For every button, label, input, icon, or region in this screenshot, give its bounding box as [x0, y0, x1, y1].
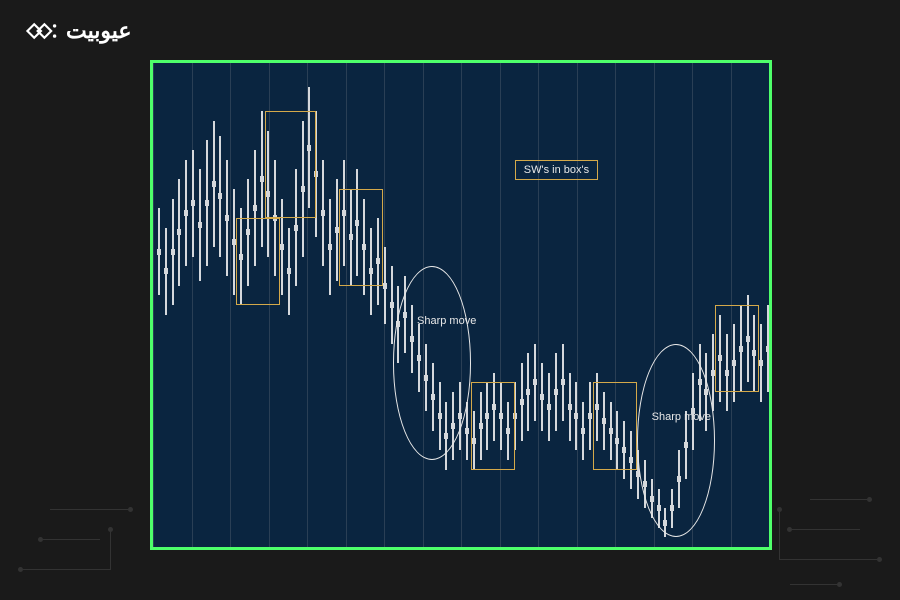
gridline [577, 63, 578, 547]
candle-body [225, 215, 229, 221]
sw-box [471, 382, 515, 469]
candle-body [328, 244, 332, 250]
candle-body [759, 360, 763, 366]
gridline [230, 63, 231, 547]
candle-body [540, 394, 544, 400]
candlestick-chart: SW's in box's Sharp move Sharp move [153, 63, 769, 547]
chart-label: Sharp move [417, 315, 476, 327]
candle-body [526, 389, 530, 395]
candle-body [164, 268, 168, 274]
candle-body [253, 205, 257, 211]
candle-body [520, 399, 524, 405]
candle-body [766, 346, 769, 352]
logo-icon [24, 19, 58, 43]
sharp-move-ellipse [393, 266, 471, 460]
candle-body [205, 200, 209, 206]
candle-body [287, 268, 291, 274]
gridline [500, 63, 501, 547]
candle-body [191, 200, 195, 206]
chart-label: SW's in box's [515, 160, 598, 180]
sw-box [593, 382, 637, 469]
candle-body [581, 428, 585, 434]
candle-body [383, 283, 387, 289]
sw-box [715, 305, 759, 392]
candle-body [294, 225, 298, 231]
candle-body [390, 302, 394, 308]
gridline [346, 63, 347, 547]
candle-body [321, 210, 325, 216]
candle-body [465, 428, 469, 434]
candle-body [280, 244, 284, 250]
chart-label: Sharp move [652, 411, 711, 423]
sharp-move-ellipse [637, 344, 715, 538]
candle-body [547, 404, 551, 410]
sw-box [265, 111, 316, 217]
candle-body [588, 413, 592, 419]
brand-logo: عیوبیت [24, 18, 132, 44]
gridline [153, 63, 154, 547]
candle-body [561, 379, 565, 385]
gridline [192, 63, 193, 547]
candle-body [171, 249, 175, 255]
gridline [538, 63, 539, 547]
sw-box [339, 189, 383, 286]
candle-body [184, 210, 188, 216]
logo-text: عیوبیت [66, 18, 132, 44]
candle-body [533, 379, 537, 385]
sw-box [236, 218, 280, 305]
candle-body [177, 229, 181, 235]
candle-body [554, 389, 558, 395]
candle-body [568, 404, 572, 410]
candle-body [212, 181, 216, 187]
candle-body [574, 413, 578, 419]
candle-body [260, 176, 264, 182]
candle-body [218, 193, 222, 199]
candle-body [157, 249, 161, 255]
gridline [615, 63, 616, 547]
candle-body [198, 222, 202, 228]
